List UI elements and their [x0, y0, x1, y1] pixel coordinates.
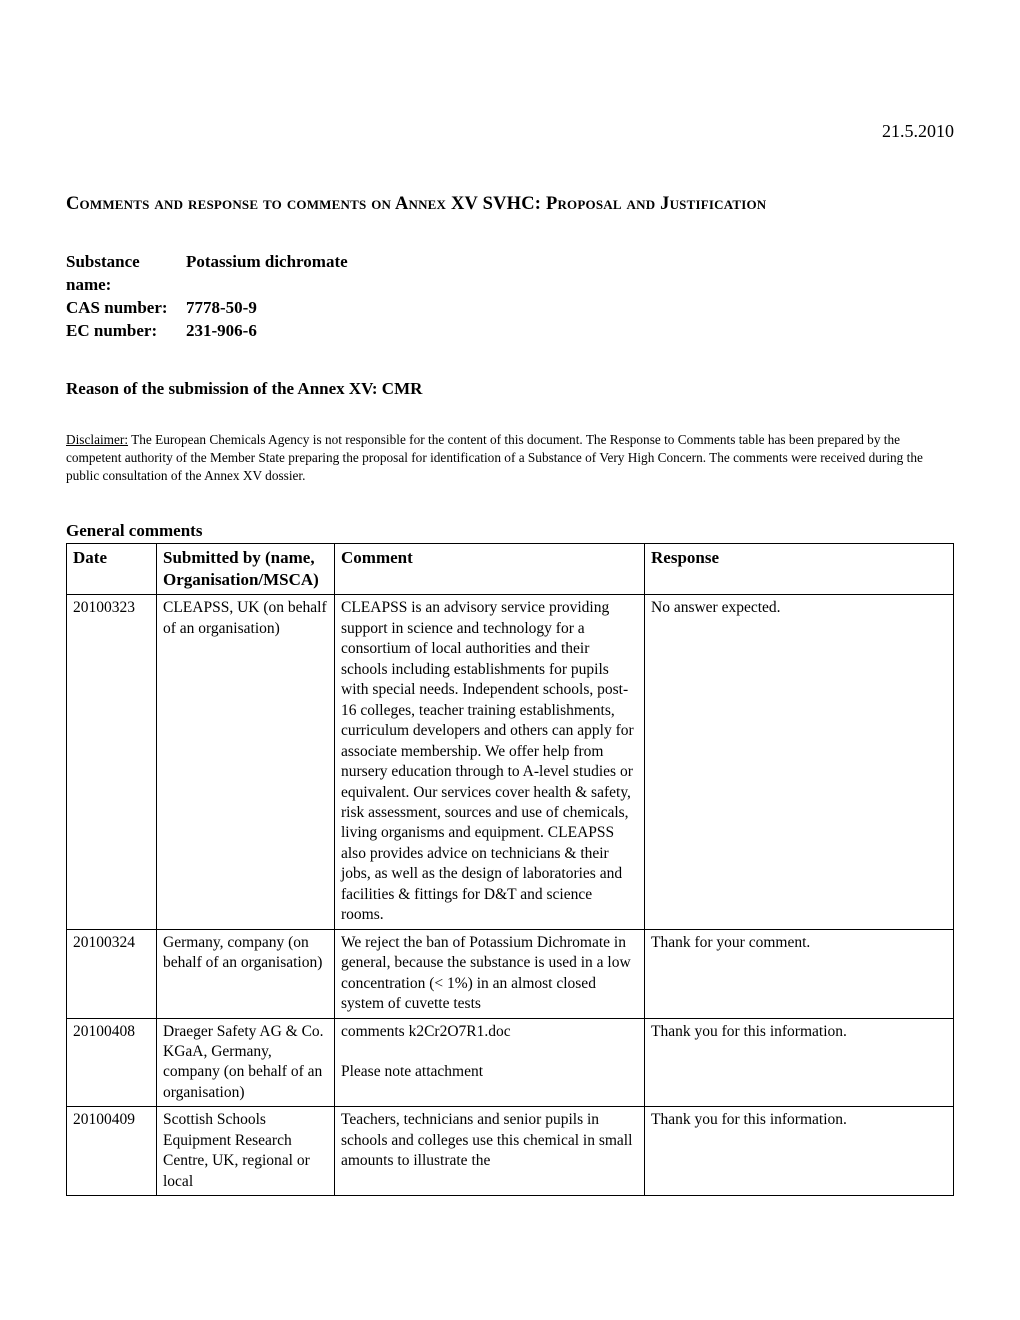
cell-comment: comments k2Cr2O7R1.doc Please note attac… — [335, 1018, 645, 1107]
table-row: 20100409 Scottish Schools Equipment Rese… — [67, 1107, 954, 1196]
document-title: Comments and response to comments on Ann… — [66, 194, 954, 215]
reason-line: Reason of the submission of the Annex XV… — [66, 379, 954, 399]
cell-date: 20100323 — [67, 595, 157, 929]
table-row: 20100323 CLEAPSS, UK (on behalf of an or… — [67, 595, 954, 929]
col-header-date: Date — [67, 543, 157, 595]
meta-row-cas: CAS number: 7778-50-9 — [66, 297, 954, 320]
meta-value: 7778-50-9 — [186, 297, 257, 320]
cell-response: Thank for your comment. — [645, 929, 954, 1018]
cell-date: 20100408 — [67, 1018, 157, 1107]
cell-response: Thank you for this information. — [645, 1107, 954, 1196]
meta-row-substance-name: Substance name: Potassium dichromate — [66, 251, 954, 297]
cell-response: No answer expected. — [645, 595, 954, 929]
meta-label: CAS number: — [66, 297, 186, 320]
substance-meta-block: Substance name: Potassium dichromate CAS… — [66, 251, 954, 343]
cell-submitted-by: Draeger Safety AG & Co. KGaA, Germany, c… — [157, 1018, 335, 1107]
meta-row-ec: EC number: 231-906-6 — [66, 320, 954, 343]
cell-comment: CLEAPSS is an advisory service providing… — [335, 595, 645, 929]
col-header-comment: Comment — [335, 543, 645, 595]
cell-submitted-by: CLEAPSS, UK (on behalf of an organisatio… — [157, 595, 335, 929]
comments-table: Date Submitted by (name, Organisation/MS… — [66, 543, 954, 1197]
disclaimer-paragraph: Disclaimer: The European Chemicals Agenc… — [66, 431, 954, 485]
cell-submitted-by: Germany, company (on behalf of an organi… — [157, 929, 335, 1018]
meta-value: Potassium dichromate — [186, 251, 348, 297]
cell-response: Thank you for this information. — [645, 1018, 954, 1107]
cell-date: 20100324 — [67, 929, 157, 1018]
meta-label: EC number: — [66, 320, 186, 343]
disclaimer-text: The European Chemicals Agency is not res… — [66, 432, 923, 483]
table-row: 20100324 Germany, company (on behalf of … — [67, 929, 954, 1018]
page: 21.5.2010 Comments and response to comme… — [0, 0, 1020, 1320]
meta-label: Substance name: — [66, 251, 186, 297]
general-comments-heading: General comments — [66, 521, 954, 541]
table-header-row: Date Submitted by (name, Organisation/MS… — [67, 543, 954, 595]
col-header-submitted-by: Submitted by (name, Organisation/MSCA) — [157, 543, 335, 595]
disclaimer-label: Disclaimer: — [66, 432, 128, 447]
meta-value: 231-906-6 — [186, 320, 257, 343]
cell-comment: We reject the ban of Potassium Dichromat… — [335, 929, 645, 1018]
document-date: 21.5.2010 — [882, 121, 954, 142]
cell-date: 20100409 — [67, 1107, 157, 1196]
table-row: 20100408 Draeger Safety AG & Co. KGaA, G… — [67, 1018, 954, 1107]
col-header-response: Response — [645, 543, 954, 595]
cell-submitted-by: Scottish Schools Equipment Research Cent… — [157, 1107, 335, 1196]
cell-comment: Teachers, technicians and senior pupils … — [335, 1107, 645, 1196]
